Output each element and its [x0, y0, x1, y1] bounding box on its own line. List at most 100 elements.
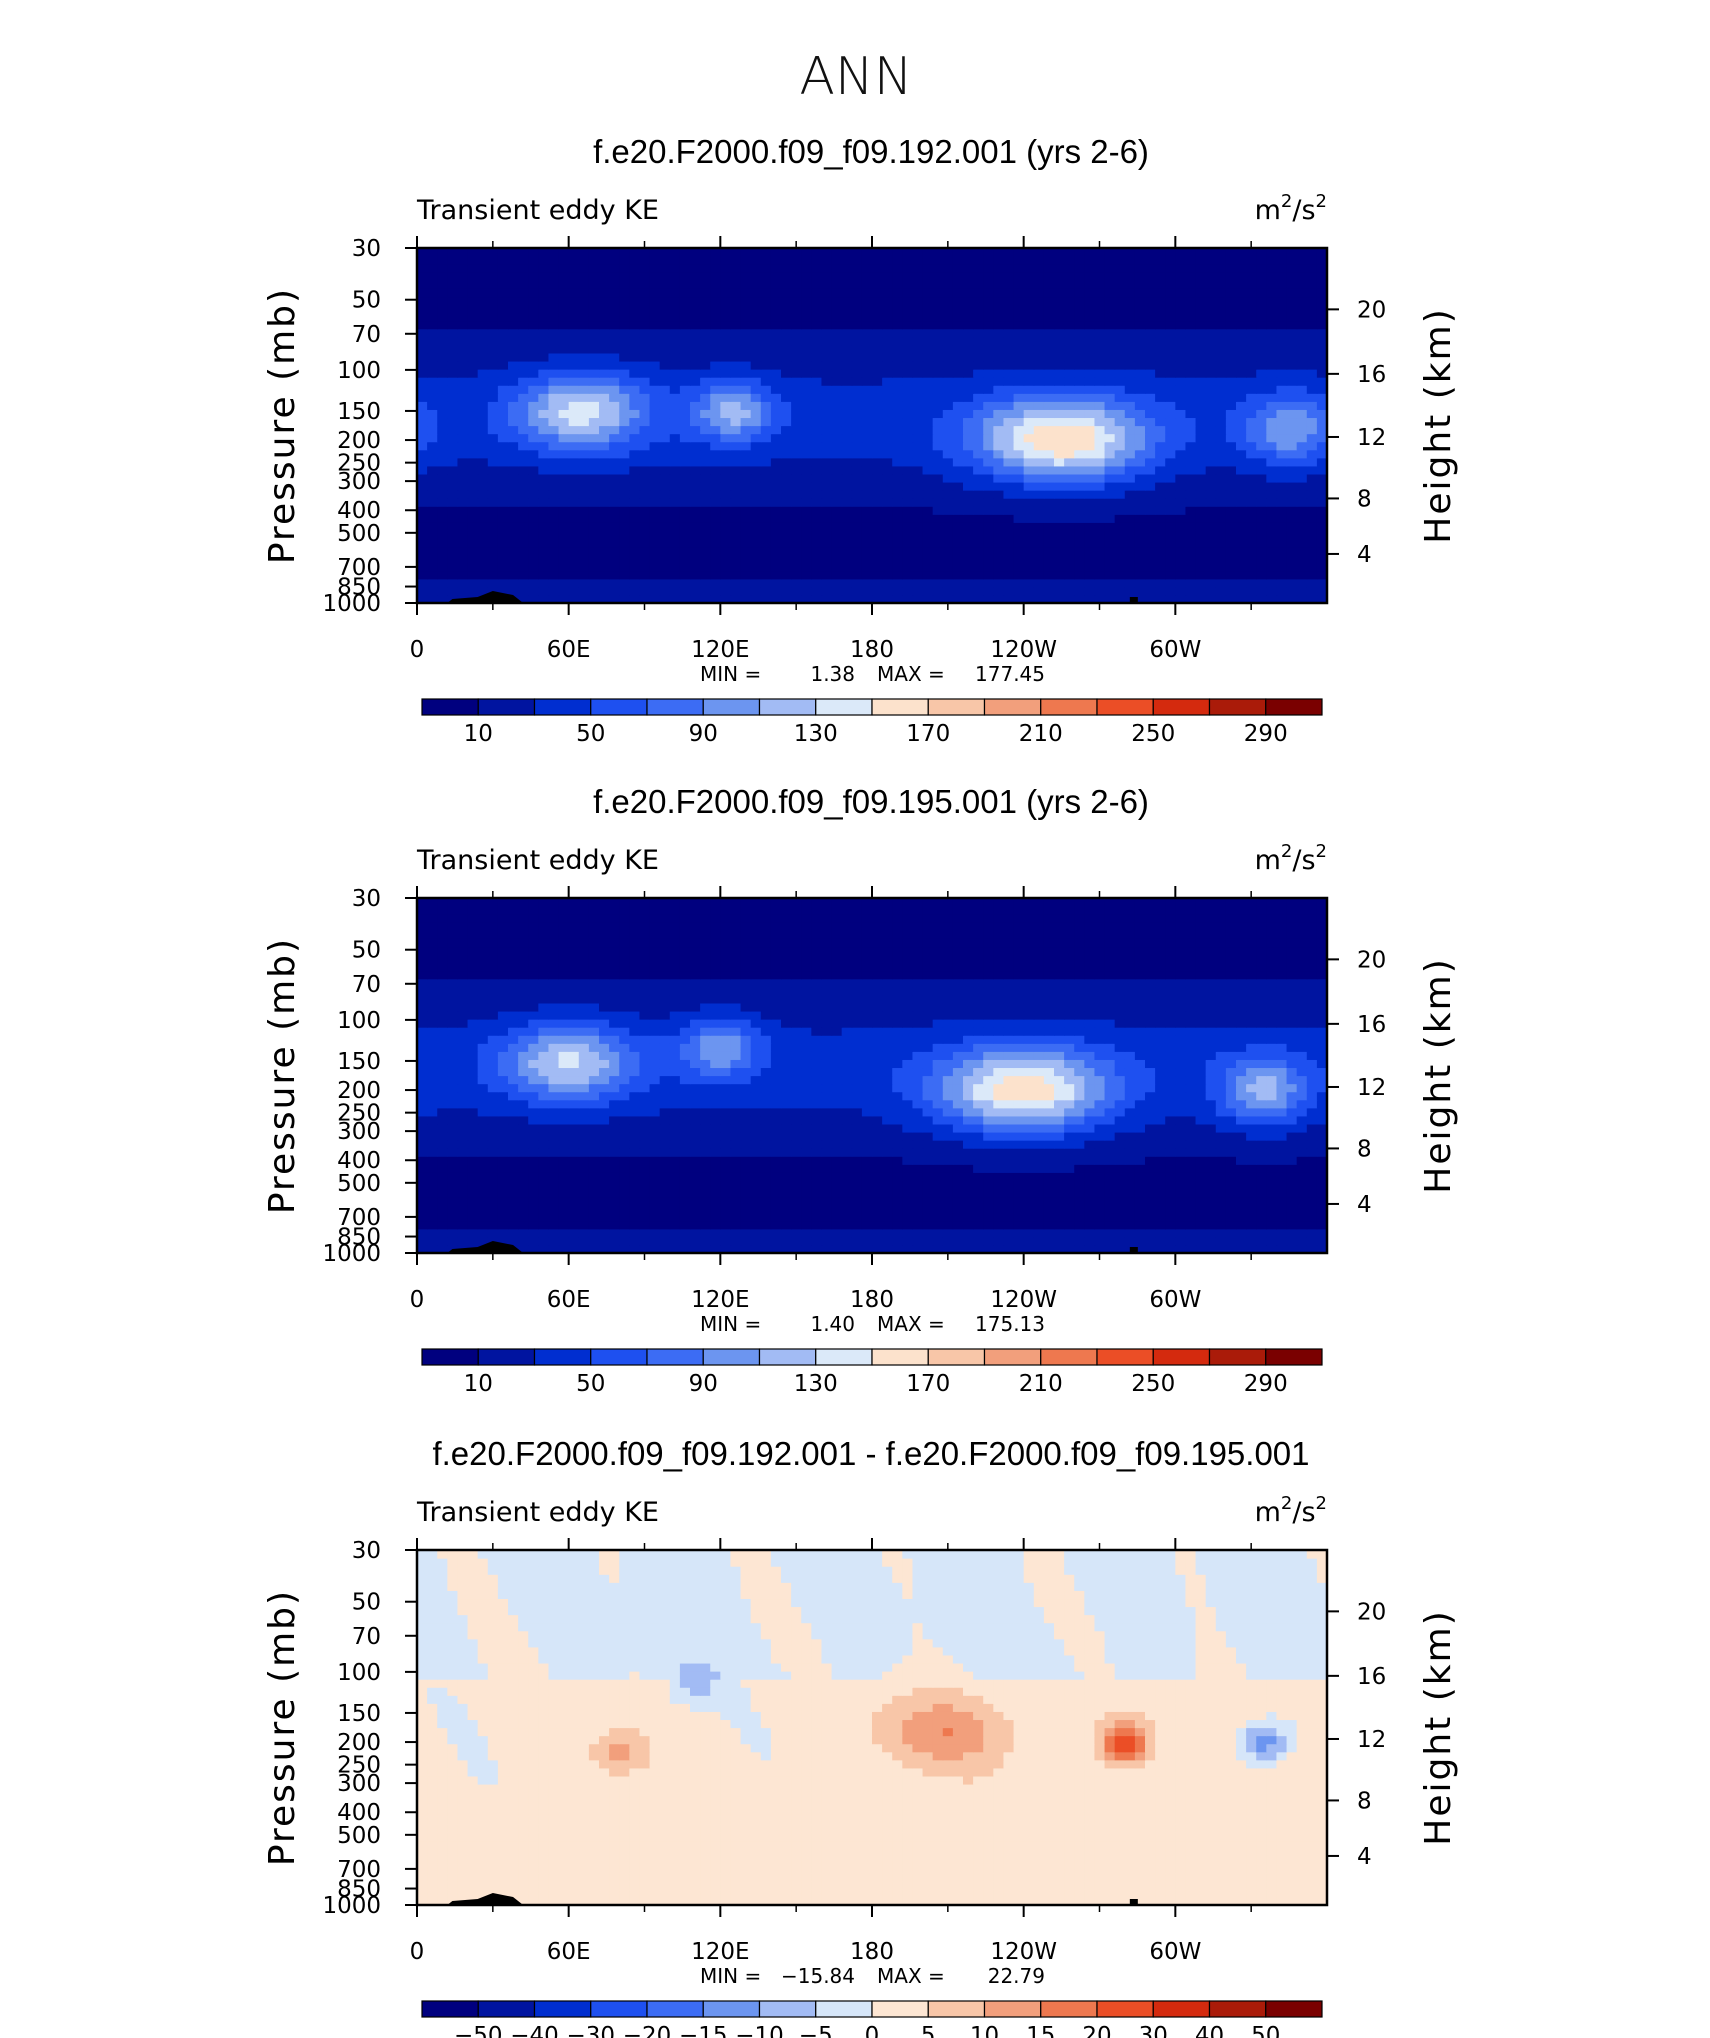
heatmap-cell — [568, 441, 580, 451]
heatmap-cell — [760, 369, 772, 378]
heatmap-cell — [1316, 360, 1327, 370]
heatmap-cell — [1205, 377, 1217, 386]
heatmap-cell — [801, 538, 812, 548]
heatmap-cell — [417, 1244, 428, 1253]
heatmap-cell — [1175, 320, 1187, 330]
heatmap-cell — [963, 441, 974, 451]
heatmap-cell — [477, 498, 489, 507]
heatmap-cell — [750, 570, 762, 580]
heatmap-cell — [1246, 248, 1257, 257]
heatmap-cell — [1175, 514, 1187, 523]
heatmap-cell — [1175, 594, 1187, 603]
heatmap-cell — [902, 562, 914, 572]
y-tick-label: 400 — [337, 498, 381, 524]
heatmap-cell — [740, 320, 752, 330]
heatmap-cell — [1165, 506, 1176, 515]
heatmap-cell — [599, 417, 610, 427]
heatmap-cell — [437, 522, 448, 531]
heatmap-cell — [730, 506, 742, 515]
heatmap-cell — [821, 473, 833, 483]
heatmap-cell — [750, 409, 762, 419]
heatmap-cell — [700, 328, 711, 338]
heatmap-cell — [831, 336, 843, 346]
heatmap-cell — [710, 336, 721, 346]
heatmap-cell — [993, 328, 1005, 338]
heatmap-cell — [983, 586, 994, 596]
heatmap-cell — [588, 320, 600, 330]
heatmap-cell — [922, 328, 934, 338]
heatmap-cell — [912, 352, 924, 362]
heatmap-cell — [1155, 441, 1166, 451]
heatmap-cell — [1124, 312, 1136, 322]
heatmap-cell — [679, 1220, 691, 1230]
heatmap-cell — [690, 328, 701, 338]
heatmap-cell — [922, 433, 934, 443]
heatmap-cell — [679, 554, 691, 564]
heatmap-cell — [679, 1204, 691, 1214]
heatmap-cell — [973, 296, 984, 306]
heatmap-cell — [700, 490, 711, 499]
heatmap-cell — [508, 554, 519, 564]
heatmap-cell — [1064, 1188, 1075, 1198]
heatmap-cell — [781, 280, 792, 289]
heatmap-cell — [993, 1212, 1005, 1222]
heatmap-cell — [1084, 457, 1096, 467]
heatmap-cell — [690, 1180, 701, 1190]
heatmap-cell — [1225, 594, 1237, 603]
heatmap-cell — [437, 514, 448, 523]
heatmap-cell — [427, 578, 438, 588]
heatmap-cell — [942, 594, 954, 603]
heatmap-cell — [1236, 449, 1247, 459]
heatmap-cell — [690, 498, 701, 507]
heatmap-cell — [578, 594, 590, 603]
heatmap-cell — [568, 401, 580, 410]
heatmap-cell — [831, 1220, 843, 1230]
heatmap-cell — [801, 433, 812, 443]
heatmap-cell — [882, 473, 893, 483]
heatmap-cell — [892, 425, 903, 435]
heatmap-cell — [1225, 522, 1237, 531]
heatmap-cell — [892, 554, 903, 564]
heatmap-cell — [1054, 320, 1065, 330]
heatmap-cell — [781, 1236, 792, 1246]
heatmap-cell — [730, 1180, 742, 1190]
heatmap-cell — [649, 377, 661, 386]
heatmap-cell — [1074, 360, 1085, 370]
heatmap-cell — [1266, 506, 1278, 515]
heatmap-cell — [467, 1220, 479, 1230]
heatmap-cell — [791, 586, 802, 596]
heatmap-cell — [1266, 538, 1278, 548]
heatmap-cell — [1134, 449, 1146, 459]
heatmap-cell — [851, 562, 863, 572]
heatmap-cell — [1124, 554, 1136, 564]
heatmap-cell — [1003, 514, 1015, 523]
heatmap-cell — [487, 490, 499, 499]
heatmap-cell — [942, 320, 954, 330]
heatmap-cell — [1175, 1172, 1187, 1181]
heatmap-cell — [538, 490, 550, 499]
heatmap-cell — [1134, 312, 1146, 322]
heatmap-cell — [518, 1180, 529, 1190]
heatmap-cell — [599, 393, 610, 402]
heatmap-cell — [740, 1196, 752, 1206]
heatmap-cell — [568, 570, 580, 580]
heatmap-cell — [679, 1212, 691, 1222]
colorbar-label: 50 — [576, 721, 605, 747]
heatmap-cell — [558, 1204, 570, 1214]
heatmap-cell — [690, 425, 701, 435]
heatmap-cell — [1145, 385, 1156, 394]
heatmap-cell — [427, 256, 438, 265]
heatmap-cell — [588, 490, 600, 499]
heatmap-cell — [993, 248, 1005, 257]
heatmap-cell — [690, 401, 701, 410]
heatmap-cell — [710, 1172, 721, 1181]
heatmap-cell — [1205, 385, 1217, 394]
heatmap-cell — [679, 490, 691, 499]
heatmap-cell — [973, 264, 984, 273]
heatmap-cell — [1033, 377, 1045, 386]
heatmap-cell — [952, 1236, 964, 1246]
heatmap-cell — [558, 465, 570, 475]
heatmap-cell — [1094, 304, 1106, 314]
heatmap-cell — [781, 312, 792, 322]
heatmap-cell — [841, 514, 853, 523]
